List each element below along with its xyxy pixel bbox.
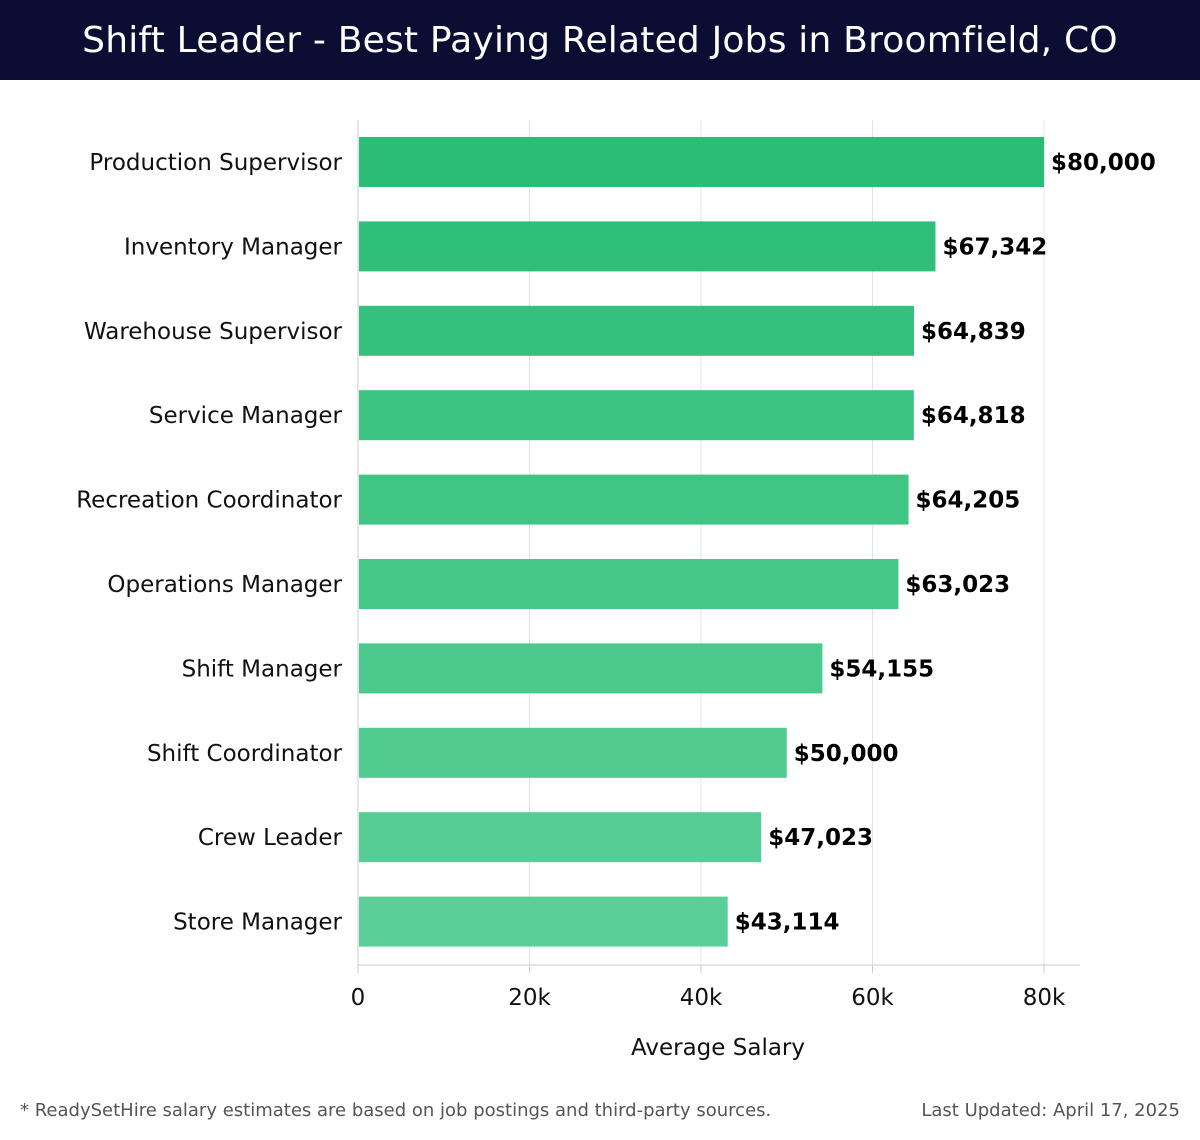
x-tick-label: 0	[351, 985, 366, 1011]
label-layer: Production Supervisor $80,000 Inventory Ma…	[76, 150, 1156, 936]
category-label: Production Supervisor	[89, 150, 342, 176]
bar-service-manager	[359, 390, 914, 441]
value-label: $54,155	[829, 656, 934, 682]
value-label: $80,000	[1051, 150, 1156, 176]
value-label: $47,023	[768, 825, 873, 851]
bar-production-supervisor	[359, 137, 1044, 187]
category-label: Recreation Coordinator	[76, 488, 342, 514]
chart-title: Shift Leader - Best Paying Related Jobs …	[82, 19, 1118, 61]
category-label: Shift Manager	[182, 656, 343, 682]
category-label: Warehouse Supervisor	[84, 319, 343, 345]
x-axis-title: Average Salary	[631, 1035, 805, 1061]
bar-shift-manager	[359, 643, 823, 694]
value-label: $64,818	[921, 403, 1026, 429]
salary-bar-chart: Production Supervisor $80,000 Inventory Ma…	[76, 120, 1156, 1061]
category-label: Inventory Manager	[124, 234, 343, 260]
value-label: $67,342	[942, 234, 1047, 260]
value-label: $43,114	[735, 910, 840, 936]
bar-layer	[359, 137, 1044, 947]
x-tick-label: 20k	[508, 985, 551, 1011]
title-bar: Shift Leader - Best Paying Related Jobs …	[0, 0, 1200, 80]
category-label: Crew Leader	[198, 825, 343, 851]
category-label: Operations Manager	[107, 572, 342, 598]
footer-note: * ReadySetHire salary estimates are base…	[20, 1100, 772, 1121]
bar-crew-leader	[359, 812, 762, 863]
bar-operations-manager	[359, 559, 899, 609]
value-label: $64,205	[916, 488, 1021, 514]
axis-layer: 0 20k 40k 60k 80k	[351, 120, 1080, 1011]
bar-shift-coordinator	[359, 727, 787, 778]
category-label: Service Manager	[149, 403, 343, 429]
x-tick-label: 40k	[680, 985, 723, 1011]
bar-warehouse-supervisor	[359, 305, 914, 356]
x-tick-label: 60k	[851, 985, 894, 1011]
last-updated: Last Updated: April 17, 2025	[921, 1100, 1180, 1121]
value-label: $50,000	[794, 741, 899, 767]
category-label: Store Manager	[173, 910, 342, 936]
value-label: $63,023	[905, 572, 1010, 598]
category-label: Shift Coordinator	[147, 741, 343, 767]
x-tick-label: 80k	[1023, 985, 1066, 1011]
bar-store-manager	[359, 896, 728, 947]
bar-recreation-coordinator	[359, 474, 909, 525]
value-label: $64,839	[921, 319, 1026, 345]
bar-inventory-manager	[359, 221, 936, 272]
